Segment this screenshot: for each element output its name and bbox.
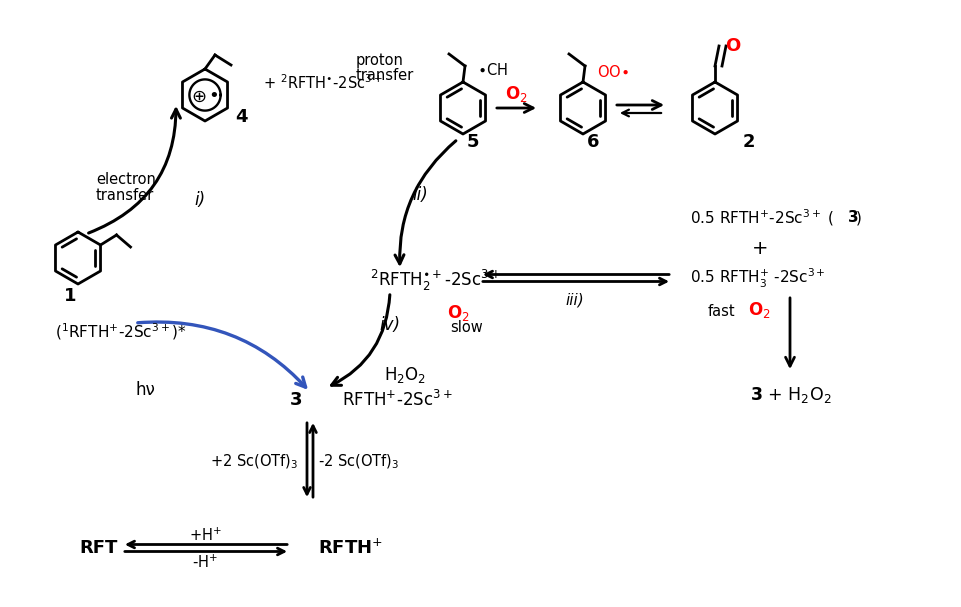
Text: 0.5 RFTH$^{+}$-2Sc$^{3+}$ (: 0.5 RFTH$^{+}$-2Sc$^{3+}$ ( [690,208,834,228]
Text: fast: fast [707,305,735,319]
Text: 3: 3 [290,391,303,409]
Text: $\mathbf{3}$ + H$_2$O$_2$: $\mathbf{3}$ + H$_2$O$_2$ [750,385,831,405]
Text: ii): ii) [412,186,428,204]
Text: •: • [209,87,219,105]
Text: O$_2$: O$_2$ [447,303,470,323]
Text: $^{2}$RFTH$_2^{\bullet+}$-2Sc$^{3+}$: $^{2}$RFTH$_2^{\bullet+}$-2Sc$^{3+}$ [370,268,501,293]
Text: 0.5 RFTH$_3^{+}$ -2Sc$^{3+}$: 0.5 RFTH$_3^{+}$ -2Sc$^{3+}$ [690,266,825,290]
Text: +: + [752,239,768,257]
Text: O$_2$: O$_2$ [748,300,771,320]
Text: + $^{2}$RFTH$^{\bullet}$-2Sc$^{3+}$: + $^{2}$RFTH$^{\bullet}$-2Sc$^{3+}$ [263,73,382,92]
Text: -H$^{+}$: -H$^{+}$ [192,554,218,571]
Text: 6: 6 [587,133,600,151]
Text: RFTH$^{+}$: RFTH$^{+}$ [318,538,382,558]
Text: +H$^{+}$: +H$^{+}$ [188,526,221,544]
Text: OO$\bullet$: OO$\bullet$ [597,64,628,80]
Text: RFT: RFT [80,539,118,557]
Text: 3: 3 [848,211,858,225]
Text: transfer: transfer [96,189,155,203]
Text: transfer: transfer [356,69,414,84]
Text: O: O [726,37,741,55]
Text: 5: 5 [467,133,480,151]
Text: 4: 4 [234,108,247,126]
Text: hν: hν [136,381,155,399]
Text: +2 Sc(OTf)$_3$: +2 Sc(OTf)$_3$ [210,453,298,471]
Text: i): i) [194,191,206,209]
Text: 2: 2 [743,133,755,151]
Text: O$_2$: O$_2$ [505,84,528,104]
Text: proton: proton [356,52,404,67]
Text: iii): iii) [566,293,584,308]
Text: ⊕: ⊕ [191,88,207,106]
Text: 1: 1 [63,287,76,305]
Text: RFTH$^{+}$-2Sc$^{3+}$: RFTH$^{+}$-2Sc$^{3+}$ [342,390,453,410]
Text: $\bullet$CH: $\bullet$CH [477,62,507,78]
Text: slow: slow [450,320,482,336]
Text: H$_2$O$_2$: H$_2$O$_2$ [384,365,426,385]
Text: electron: electron [96,172,156,188]
Text: ): ) [856,211,862,225]
Text: ($^{1}$RFTH$^{+}$-2Sc$^{3+}$)*: ($^{1}$RFTH$^{+}$-2Sc$^{3+}$)* [55,322,187,342]
Text: iv): iv) [380,316,401,334]
Text: -2 Sc(OTf)$_3$: -2 Sc(OTf)$_3$ [318,453,400,471]
